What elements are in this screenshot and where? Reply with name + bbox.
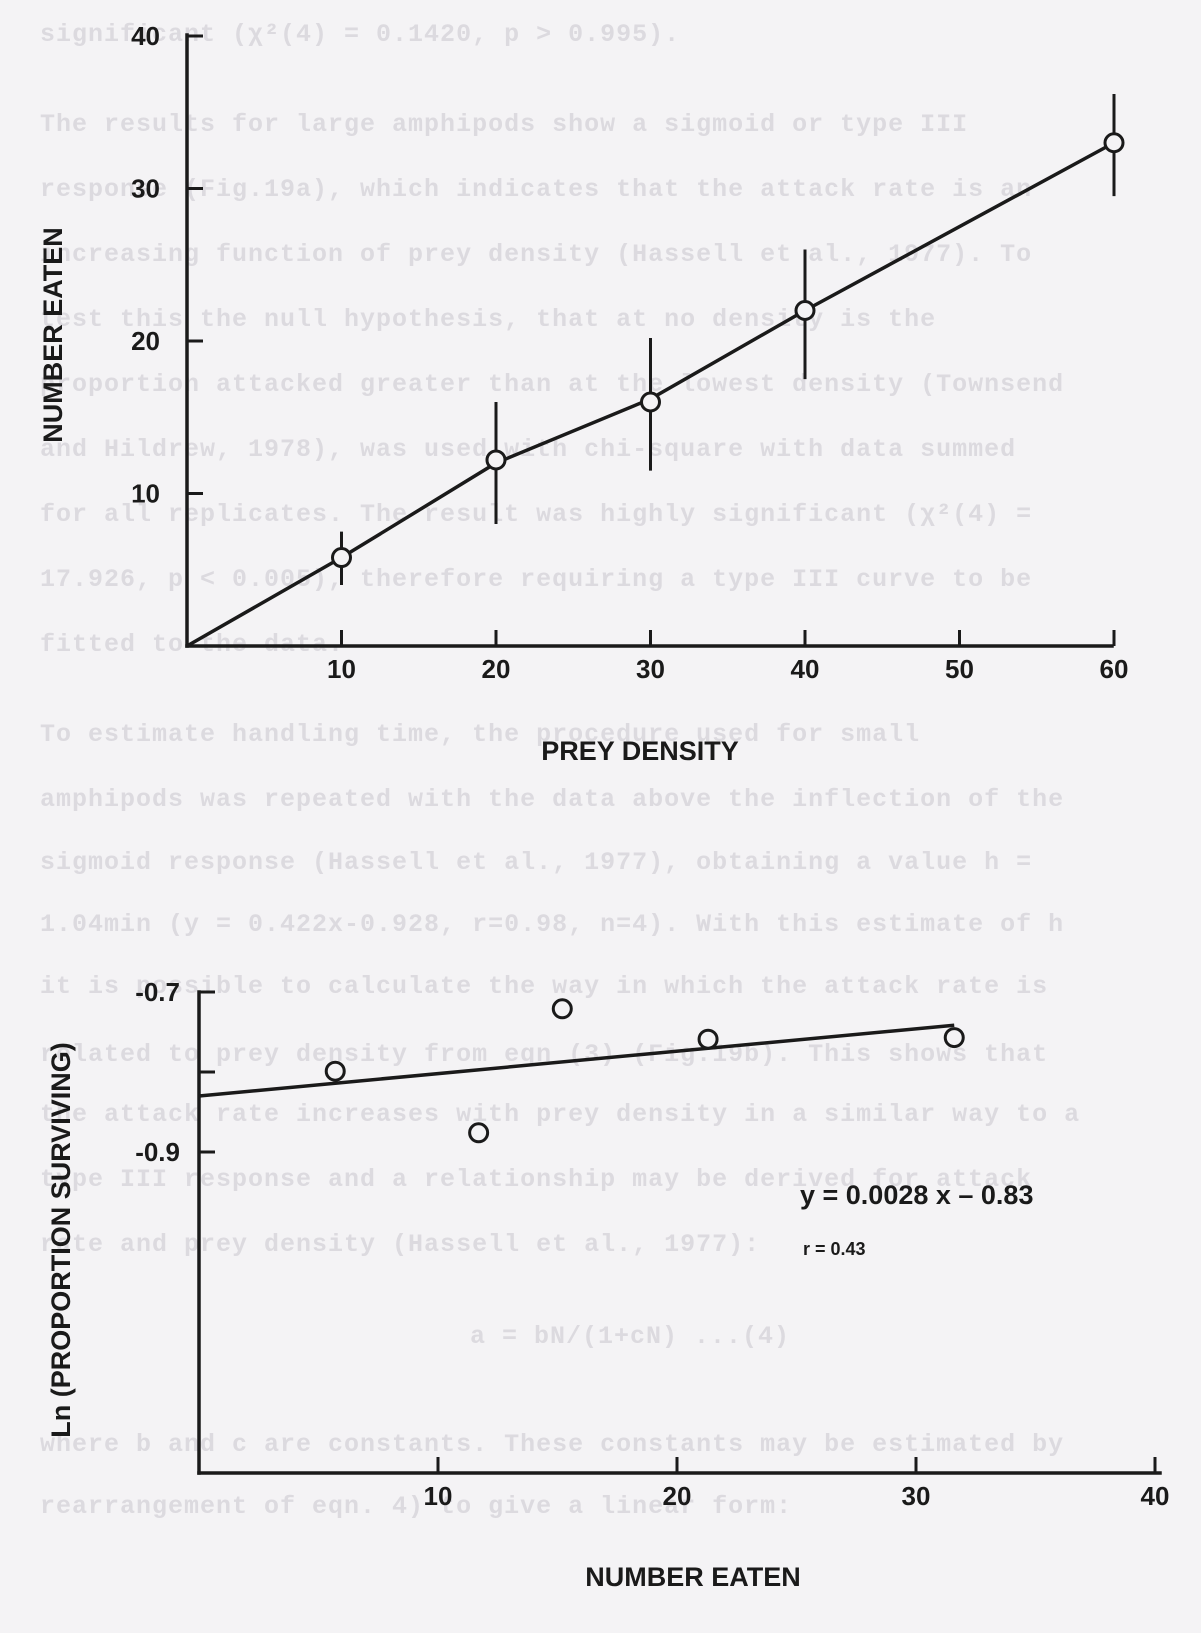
chart2-axes bbox=[197, 990, 1162, 1475]
chart1-x-tick-label: 40 bbox=[791, 654, 820, 684]
chart2-data-point bbox=[943, 1027, 965, 1049]
chart2-data-point bbox=[468, 1122, 490, 1144]
chart1-fitted-curve bbox=[186, 141, 1115, 648]
bleed-text-line: type III response and a relationship may… bbox=[40, 1165, 1033, 1194]
bleed-text-line: it is possible to calculate the way in w… bbox=[40, 972, 1049, 1001]
chart1-y-tick-label: 20 bbox=[131, 326, 160, 356]
chart1-x-tick-label: 20 bbox=[482, 654, 511, 684]
functional-response-chart: 10 20 30 40 50 60 10 20 30 40 PREY DENSITY NUMBER… bbox=[38, 21, 1129, 766]
chart1-data-point bbox=[331, 547, 352, 569]
bleed-text-line: a = bN/(1+cN) ...(4) bbox=[470, 1322, 791, 1351]
bleed-text-line: 1.04min (y = 0.422x-0.928, r=0.98, n=4).… bbox=[40, 910, 1065, 939]
chart1-y-tick-label: 10 bbox=[131, 479, 160, 509]
chart1-x-axis-label: PREY DENSITY bbox=[541, 736, 739, 766]
bleed-text-line: the attack rate increases with prey dens… bbox=[40, 1100, 1081, 1129]
chart2-x-tick-label: 10 bbox=[424, 1481, 453, 1511]
bleed-text-line: related to prey density from eqn (3) (Fi… bbox=[40, 1040, 1049, 1069]
chart2-x-tick-label: 20 bbox=[663, 1481, 692, 1511]
chart2-x-axis-label: NUMBER EATEN bbox=[585, 1562, 801, 1592]
chart2-data-point bbox=[697, 1028, 719, 1050]
regression-equation: y = 0.0028 x – 0.83 bbox=[800, 1180, 1033, 1210]
bleed-text-line: rate and prey density (Hassell et al., 1… bbox=[40, 1230, 761, 1259]
chart2-data-point bbox=[551, 998, 573, 1020]
chart1-data-point bbox=[1103, 132, 1125, 154]
chart1-y-tick-label: 40 bbox=[131, 21, 160, 51]
chart2-data-point bbox=[324, 1060, 346, 1082]
chart1-data-point bbox=[794, 300, 816, 321]
chart2-y-tick-label: -0.9 bbox=[135, 1137, 180, 1167]
chart2-y-tick-label: -0.7 bbox=[135, 977, 180, 1007]
chart1-x-tick-label: 10 bbox=[327, 654, 356, 684]
chart2-x-tick-label: 30 bbox=[902, 1481, 931, 1511]
chart1-x-tick-label: 60 bbox=[1100, 654, 1129, 684]
correlation-coefficient: r = 0.43 bbox=[803, 1239, 866, 1259]
chart2-y-axis-label: Ln (PROPORTION SURVIVING) bbox=[46, 1042, 76, 1438]
bleed-text-line: sigmoid response (Hassell et al., 1977),… bbox=[40, 848, 1033, 877]
bleed-text-line: rearrangement of eqn. 4) to give a linea… bbox=[40, 1492, 793, 1521]
chart2-x-tick-label: 40 bbox=[1141, 1481, 1170, 1511]
chart1-y-tick-label: 30 bbox=[131, 174, 160, 204]
chart1-data-point bbox=[640, 391, 661, 413]
chart1-x-tick-label: 30 bbox=[636, 654, 665, 684]
bleed-text-line: where b and c are constants. These const… bbox=[40, 1430, 1065, 1459]
bleed-text-line: amphipods was repeated with the data abo… bbox=[40, 785, 1065, 814]
chart2-regression-line bbox=[198, 1023, 955, 1098]
chart1-y-axis-label: NUMBER EATEN bbox=[38, 227, 68, 443]
chart1-x-tick-label: 50 bbox=[945, 654, 974, 684]
chart1-data-point bbox=[485, 449, 507, 471]
